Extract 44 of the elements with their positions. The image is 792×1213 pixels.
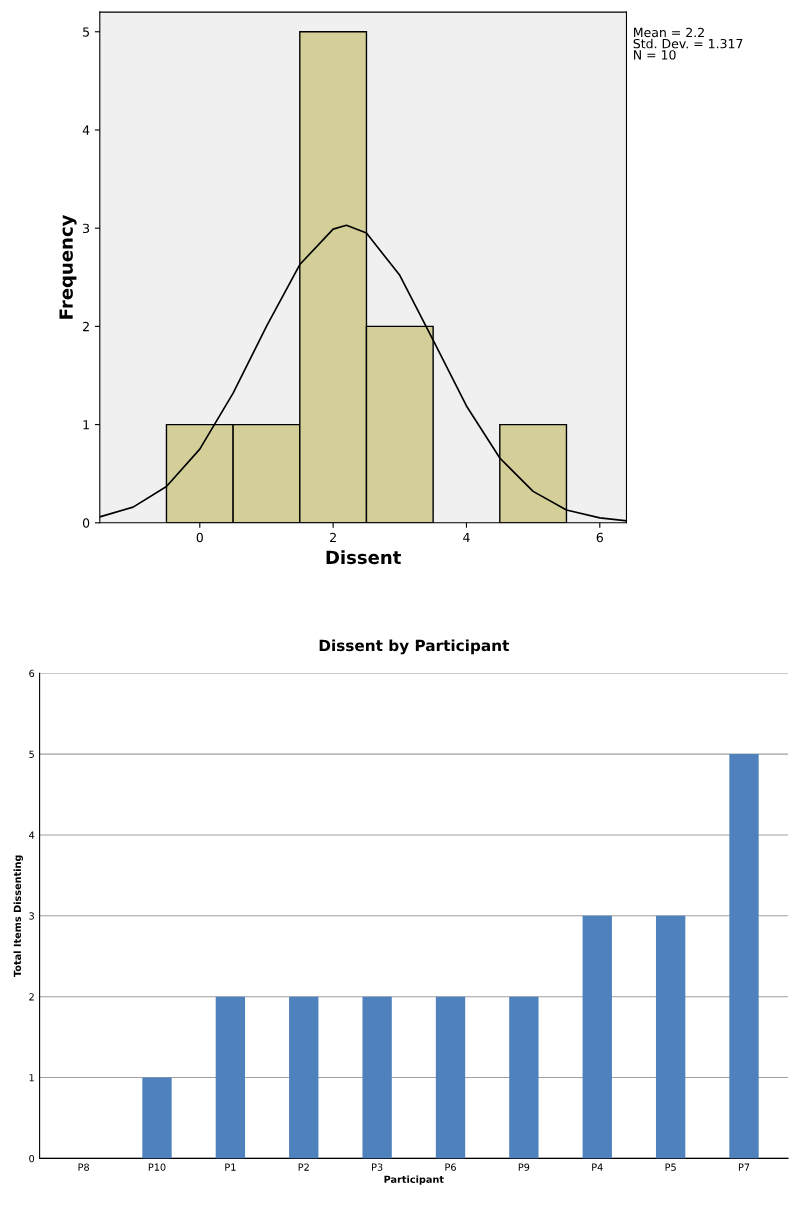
y-tick-label: 2 [83, 321, 89, 332]
x-tick-label: 4 [463, 532, 470, 543]
y-axis-title: Total Items Dissenting [13, 855, 23, 977]
x-tick-label: P5 [665, 1163, 676, 1171]
bar [142, 1077, 172, 1159]
bar [729, 754, 759, 1159]
bar [215, 996, 246, 1159]
y-tick-label: 0 [82, 518, 90, 528]
x-tick-label: P3 [372, 1163, 383, 1171]
y-tick-label: 6 [29, 669, 35, 678]
x-axis-title: Dissent [326, 550, 401, 565]
x-tick-label: P7 [738, 1163, 750, 1171]
x-tick-label: P2 [298, 1163, 309, 1171]
chart-title: Dissent by Participant [319, 639, 510, 655]
y-tick-label: 0 [29, 1154, 35, 1163]
x-tick-label: P6 [445, 1163, 456, 1171]
x-tick-label: P8 [78, 1163, 89, 1171]
bar [362, 996, 392, 1159]
y-tick-label: 1 [83, 420, 89, 430]
y-tick-label: 5 [29, 750, 34, 758]
y-tick-label: 5 [83, 27, 89, 37]
bar [655, 915, 686, 1159]
x-tick-label: 0 [196, 532, 203, 543]
x-tick-label: 2 [330, 532, 336, 543]
x-tick-label: P9 [518, 1163, 530, 1171]
bar [435, 996, 466, 1159]
text: Mean = 2.2 [634, 27, 704, 38]
x-tick-label: 6 [596, 532, 603, 543]
bar [289, 996, 319, 1159]
y-tick-label: 3 [83, 223, 90, 234]
bar [582, 915, 612, 1159]
y-tick-label: 1 [29, 1074, 34, 1082]
x-tick-label: P1 [225, 1163, 236, 1171]
y-tick-label: 2 [29, 993, 34, 1001]
y-tick-label: 4 [29, 831, 35, 839]
x-tick-label: P10 [148, 1163, 166, 1171]
x-axis-title: Participant [384, 1175, 444, 1185]
y-axis-title: Frequency [59, 214, 77, 319]
y-tick-label: 4 [82, 125, 90, 135]
bar [509, 996, 539, 1159]
text: Std. Dev. = 1.317 [633, 38, 743, 49]
y-tick-label: 3 [29, 912, 34, 920]
text: N = 10 [634, 50, 676, 60]
x-tick-label: P4 [592, 1163, 603, 1171]
